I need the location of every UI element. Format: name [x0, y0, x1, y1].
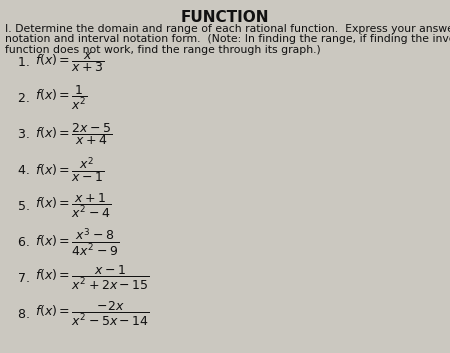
Text: I. Determine the domain and range of each rational function.  Express your answe: I. Determine the domain and range of eac…: [5, 24, 450, 34]
Text: FUNCTION: FUNCTION: [181, 10, 269, 25]
Text: 7.: 7.: [18, 271, 38, 285]
Text: 1.: 1.: [18, 55, 38, 68]
Text: function does not work, find the range through its graph.): function does not work, find the range t…: [5, 45, 321, 55]
Text: 2.: 2.: [18, 91, 38, 104]
Text: $f(x) = \dfrac{x}{x+3}$: $f(x) = \dfrac{x}{x+3}$: [35, 50, 104, 74]
Text: $f(x) = \dfrac{x+1}{x^2-4}$: $f(x) = \dfrac{x+1}{x^2-4}$: [35, 192, 111, 220]
Text: $f(x) = \dfrac{2x-5}{x+4}$: $f(x) = \dfrac{2x-5}{x+4}$: [35, 121, 112, 147]
Text: $f(x) = \dfrac{1}{x^2}$: $f(x) = \dfrac{1}{x^2}$: [35, 84, 88, 112]
Text: $f(x) = \dfrac{x-1}{x^2+2x-15}$: $f(x) = \dfrac{x-1}{x^2+2x-15}$: [35, 264, 150, 292]
Text: 5.: 5.: [18, 199, 38, 213]
Text: 4.: 4.: [18, 163, 38, 176]
Text: notation and interval notation form.  (Note: In finding the range, if finding th: notation and interval notation form. (No…: [5, 35, 450, 44]
Text: 6.: 6.: [18, 235, 38, 249]
Text: 3.: 3.: [18, 127, 38, 140]
Text: $f(x) = \dfrac{x^2}{x-1}$: $f(x) = \dfrac{x^2}{x-1}$: [35, 155, 104, 185]
Text: $f(x) = \dfrac{x^3-8}{4x^2-9}$: $f(x) = \dfrac{x^3-8}{4x^2-9}$: [35, 226, 119, 258]
Text: $f(x) = \dfrac{-2x}{x^2-5x-14}$: $f(x) = \dfrac{-2x}{x^2-5x-14}$: [35, 300, 150, 328]
Text: 8.: 8.: [18, 307, 38, 321]
